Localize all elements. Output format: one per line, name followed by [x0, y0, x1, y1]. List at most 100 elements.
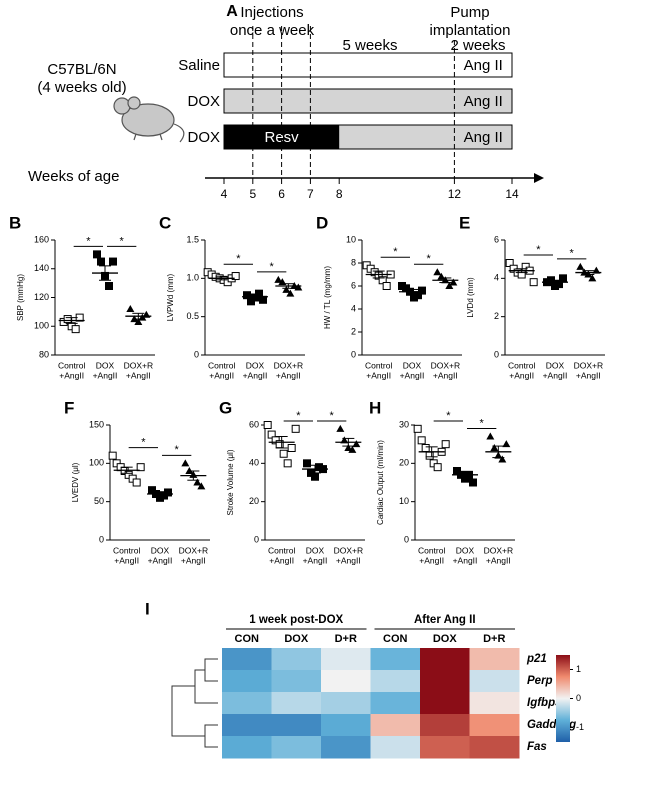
heatmap-cell: [420, 714, 470, 737]
group-label: After Ang II: [414, 614, 476, 626]
group-name: DOX: [187, 93, 220, 110]
data-point: [441, 440, 450, 449]
x-tick-label: +AngII: [303, 555, 328, 565]
x-tick-label: Control: [113, 545, 141, 555]
x-tick-label: Control: [508, 360, 536, 370]
data-point: [303, 459, 311, 468]
x-tick-label: DOX+R: [274, 360, 304, 370]
data-point: [197, 482, 206, 490]
x-tick-label: +AngII: [269, 555, 294, 565]
heatmap-cell: [370, 736, 421, 759]
x-tick-label: +AngII: [114, 555, 139, 565]
data-point: [352, 440, 361, 448]
y-tick-label: 0: [99, 534, 104, 544]
mouse-icon: [113, 96, 185, 143]
week-label: 4: [221, 187, 228, 201]
x-tick-label: +AngII: [243, 370, 268, 380]
x-tick-label: DOX: [306, 545, 325, 555]
data-point: [490, 444, 499, 451]
significance-label: *: [86, 235, 91, 247]
data-point: [498, 455, 507, 463]
row-label: Fas: [527, 741, 547, 753]
significance-label: *: [330, 410, 335, 422]
x-tick-label: +AngII: [181, 555, 206, 565]
week-label: 8: [336, 187, 343, 201]
heatmap-cell: [271, 692, 322, 715]
data-point: [105, 282, 113, 290]
y-tick-label: 8: [351, 257, 356, 267]
heatmap-cell: [469, 692, 520, 715]
y-tick-label: 0: [404, 534, 409, 544]
timeline-arrow: [534, 173, 544, 183]
x-tick-label: DOX+R: [334, 545, 364, 555]
group-bar: [223, 88, 513, 114]
significance-label: *: [141, 437, 146, 449]
x-tick-label: +AngII: [509, 370, 534, 380]
mouse-label: (4 weeks old): [37, 79, 126, 96]
column-label: CON: [383, 633, 408, 645]
row-label: Perp: [527, 675, 553, 687]
y-tick-label: 1.5: [186, 234, 199, 244]
y-tick-label: 30: [399, 419, 409, 429]
x-tick-label: DOX: [546, 360, 565, 370]
heatmap-cell: [321, 692, 371, 715]
column-label: D+R: [335, 633, 357, 645]
data-point: [136, 463, 145, 472]
y-tick-label: 160: [34, 234, 49, 244]
treatment-label: Ang II: [464, 93, 503, 110]
colorbar: [556, 655, 570, 742]
colorbar-tick-label: 1: [576, 664, 581, 674]
y-tick-label: 100: [34, 321, 49, 331]
heatmap-cell: [469, 714, 520, 737]
x-tick-label: DOX: [96, 360, 115, 370]
x-tick-label: +AngII: [453, 555, 478, 565]
colorbar-tick-label: 0: [576, 693, 581, 703]
data-point: [413, 424, 422, 433]
y-tick-label: 140: [34, 263, 49, 273]
y-tick-label: 10: [346, 234, 356, 244]
data-point: [294, 283, 303, 291]
panel-letter: C: [159, 213, 171, 232]
group-label: 1 week post-DOX: [249, 614, 343, 626]
panel-letter: D: [316, 213, 328, 232]
data-point: [336, 424, 345, 432]
data-point: [469, 478, 477, 487]
heatmap-cell: [370, 714, 421, 737]
heatmap-cell: [271, 648, 322, 671]
y-tick-label: 20: [249, 496, 259, 506]
mouse-label: C57BL/6N: [47, 61, 116, 78]
y-tick-label: 60: [249, 419, 259, 429]
heatmap-cell: [222, 714, 272, 737]
significance-label: *: [175, 444, 180, 456]
injection-label: Injections: [240, 4, 303, 21]
heatmap-cell: [469, 736, 520, 759]
y-tick-label: 6: [351, 280, 356, 290]
pump-label: Pump: [450, 4, 489, 21]
data-point: [486, 432, 495, 440]
x-tick-label: +AngII: [576, 370, 601, 380]
significance-label: *: [427, 253, 432, 265]
data-point: [286, 289, 295, 297]
panel-letter: F: [64, 398, 74, 417]
data-point: [311, 472, 319, 481]
y-tick-label: 0.5: [186, 311, 199, 321]
significance-label: *: [270, 261, 275, 273]
x-tick-label: +AngII: [336, 555, 361, 565]
significance-label: *: [446, 410, 451, 422]
data-point: [592, 266, 601, 274]
x-tick-label: Control: [208, 360, 236, 370]
x-tick-label: +AngII: [419, 555, 444, 565]
data-point: [291, 424, 300, 433]
group-bar: [223, 52, 513, 78]
panel-letter: G: [219, 398, 232, 417]
data-point: [108, 451, 117, 460]
data-point: [181, 459, 190, 467]
heatmap-cell: [321, 648, 371, 671]
y-axis-label: Cardiac Output (ml/min): [376, 440, 385, 525]
data-point: [433, 463, 442, 472]
heatmap-cell: [469, 670, 520, 693]
data-point: [109, 257, 117, 266]
y-tick-label: 40: [249, 458, 259, 468]
significance-label: *: [570, 248, 575, 260]
